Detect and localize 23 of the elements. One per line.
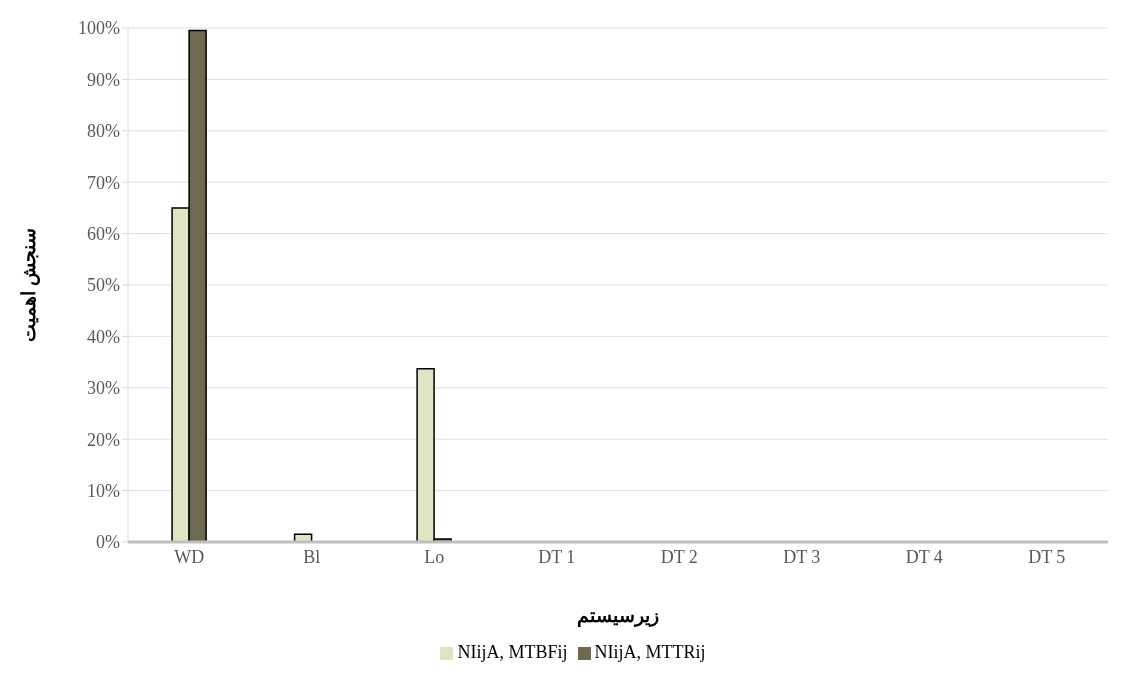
x-tick-label: DT 5 <box>1028 546 1066 567</box>
y-tick-label: 10% <box>87 480 120 501</box>
y-tick-label: 80% <box>87 121 120 142</box>
y-tick-label: 40% <box>87 326 120 347</box>
x-tick-label: DT 3 <box>783 546 821 567</box>
y-tick-label: 30% <box>87 378 120 399</box>
y-tick-label: 90% <box>87 69 120 90</box>
y-tick-label: 60% <box>87 223 120 244</box>
x-tick-label: DT 4 <box>905 546 943 567</box>
y-tick-label: 0% <box>96 532 120 553</box>
x-tick-label: Bl <box>303 546 321 567</box>
y-axis-title: سنجش اهمیت <box>17 228 40 342</box>
y-tick-label: 100% <box>78 18 120 39</box>
x-tick-label: DT 1 <box>538 546 576 567</box>
x-tick-label: WD <box>174 546 205 567</box>
legend-label: NIijA, MTBFij <box>457 642 568 662</box>
y-tick-label: 50% <box>87 275 120 296</box>
x-axis-title: زیرسیستم <box>577 605 659 627</box>
x-tick-label: Lo <box>424 546 445 567</box>
x-tick-label: DT 2 <box>660 546 698 567</box>
y-tick-label: 20% <box>87 429 120 450</box>
y-tick-label: 70% <box>87 172 120 193</box>
legend-label: NIijA, MTTRij <box>594 642 706 662</box>
